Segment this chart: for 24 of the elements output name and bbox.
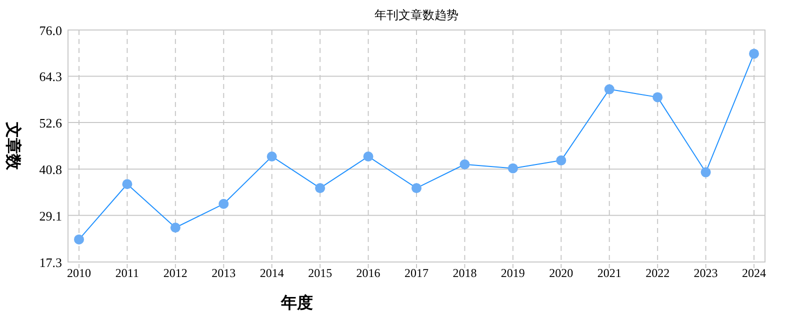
x-tick-label: 2024 — [742, 266, 766, 280]
x-tick-label: 2011 — [115, 266, 139, 280]
y-tick-label: 52.6 — [39, 115, 62, 130]
x-tick-label: 2019 — [500, 266, 525, 280]
chart-title: 年刊文章数趋势 — [374, 8, 458, 22]
y-tick-label: 17.3 — [39, 255, 62, 270]
y-tick-label: 76.0 — [39, 23, 62, 38]
x-tick-label: 2014 — [260, 266, 284, 280]
x-tick-label: 2018 — [452, 266, 477, 280]
x-tick-label: 2017 — [404, 266, 428, 280]
y-axis-title: 文章数 — [4, 121, 22, 171]
x-tick-label: 2015 — [308, 266, 332, 280]
x-tick-label: 2020 — [549, 266, 574, 280]
x-tick-label: 2023 — [694, 266, 718, 280]
y-tick-label: 29.1 — [39, 208, 62, 224]
y-tick-label: 64.3 — [39, 69, 62, 84]
x-tick-label: 2016 — [356, 266, 380, 280]
x-tick-label: 2021 — [597, 266, 622, 280]
x-tick-label: 2022 — [646, 266, 670, 280]
x-tick-label: 2012 — [163, 266, 188, 280]
x-tick-label: 2013 — [212, 266, 236, 280]
y-tick-label: 40.8 — [39, 162, 62, 178]
x-axis-title: 年度 — [280, 293, 313, 312]
x-tick-label: 2010 — [67, 266, 91, 280]
